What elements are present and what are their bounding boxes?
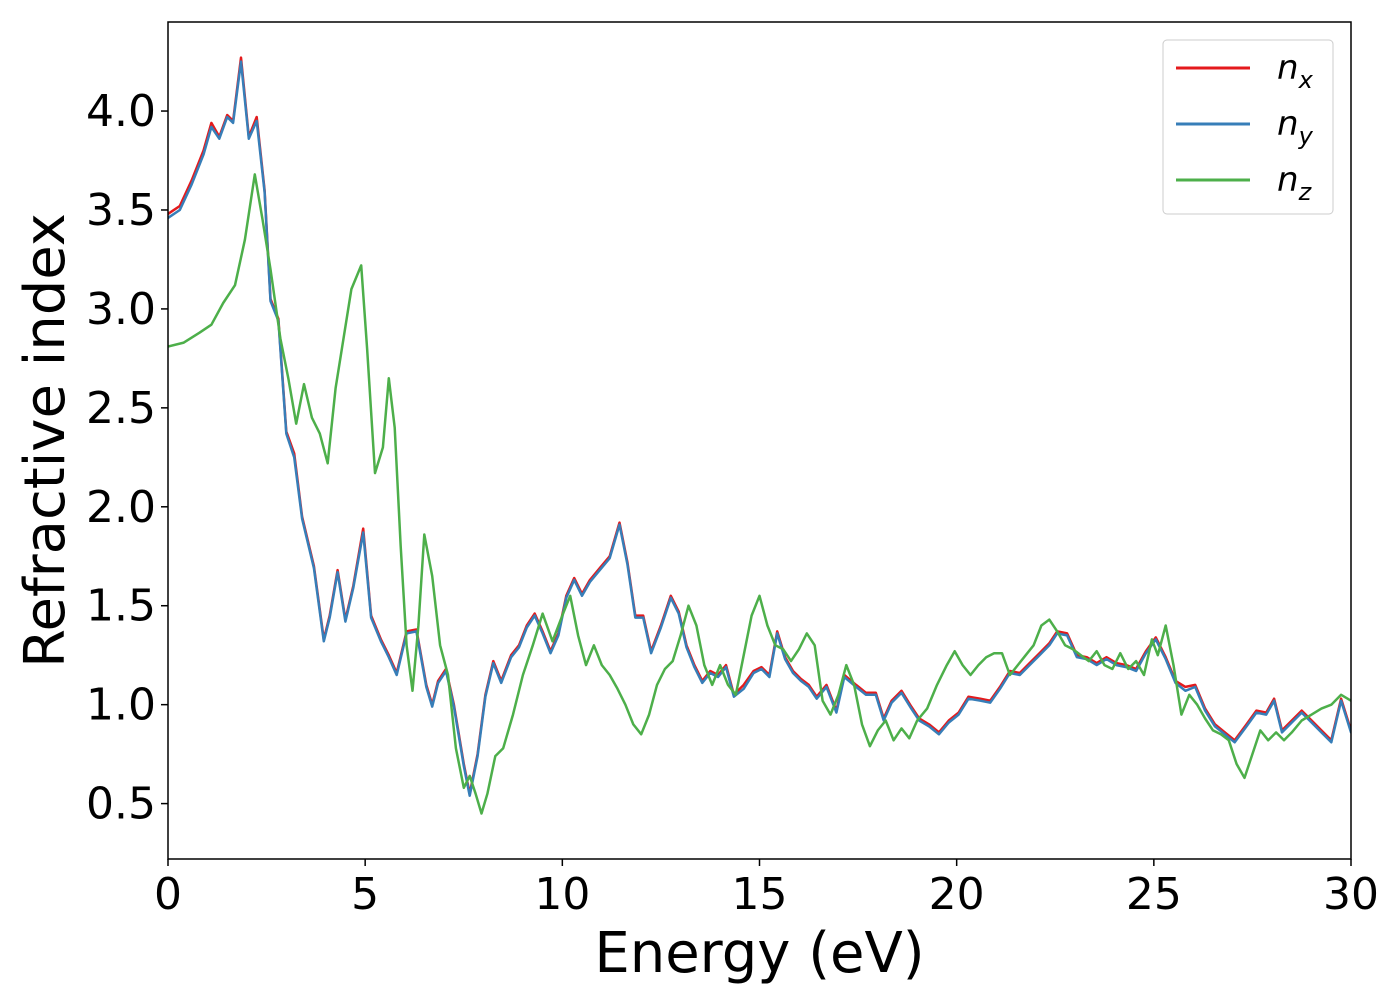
y-tick-label: 1.0 [86, 680, 156, 731]
y-tick-label: 1.5 [86, 581, 156, 632]
x-axis-label: Energy (eV) [594, 921, 924, 986]
y-tick-label: 3.0 [86, 284, 156, 335]
series-layer [168, 56, 1351, 815]
y-tick-label: 3.5 [86, 185, 156, 236]
legend: nx ny nz [1162, 39, 1334, 215]
legend-label-n-y: ny [1277, 104, 1314, 150]
x-tick-label: 30 [1323, 869, 1379, 920]
series-line-n-z [168, 173, 1351, 815]
y-tick-label: 0.5 [86, 779, 156, 830]
legend-label-n-x: nx [1277, 48, 1314, 94]
y-tick-label: 4.0 [86, 86, 156, 137]
x-tick-label: 20 [929, 869, 985, 920]
x-tick-label: 15 [732, 869, 788, 920]
y-axis: 0.5 1.0 1.5 2.0 2.5 3.0 3.5 4.0 [86, 86, 168, 830]
legend-label-n-z: nz [1277, 160, 1313, 206]
legend-box [1162, 39, 1334, 215]
y-tick-label: 2.0 [86, 482, 156, 533]
x-tick-label: 10 [534, 869, 590, 920]
y-tick-label: 2.5 [86, 383, 156, 434]
y-axis-label: Refractive index [13, 213, 78, 668]
x-tick-label: 5 [351, 869, 379, 920]
x-tick-label: 0 [154, 869, 182, 920]
x-tick-label: 25 [1126, 869, 1182, 920]
x-axis: 0 5 10 15 20 25 30 [154, 859, 1379, 920]
